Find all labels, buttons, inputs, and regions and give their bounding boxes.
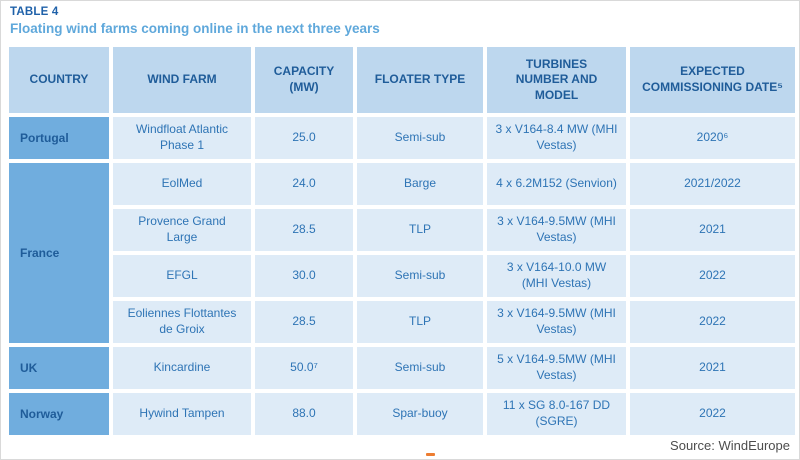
cell-date: 2022 (630, 255, 795, 297)
table-caption: TABLE 4 Floating wind farms coming onlin… (1, 1, 799, 36)
table-row-portugal: Portugal Windfloat Atlantic Phase 1 25.0… (9, 117, 795, 159)
cell-wind-farm: Hywind Tampen (113, 393, 251, 435)
cell-capacity: 24.0 (255, 163, 353, 205)
cell-country-norway: Norway (9, 393, 109, 435)
cell-turbines: 11 x SG 8.0-167 DD (SGRE) (487, 393, 626, 435)
cell-date: 2021 (630, 347, 795, 389)
cell-date: 2022 (630, 393, 795, 435)
table-header-row: COUNTRY WIND FARM CAPACITY (MW) FLOATER … (9, 47, 795, 113)
cell-wind-farm: EFGL (113, 255, 251, 297)
cell-capacity: 25.0 (255, 117, 353, 159)
table-row-france-1: France EolMed 24.0 Barge 4 x 6.2M152 (Se… (9, 163, 795, 343)
cell-floater-type: Spar-buoy (357, 393, 483, 435)
cell-capacity: 30.0 (255, 255, 353, 297)
cell-date: 2021/2022 (630, 163, 795, 205)
cell-date: 2022 (630, 301, 795, 343)
cell-country-uk: UK (9, 347, 109, 389)
cropped-orange-artifact (426, 453, 435, 456)
column-header-turbines: TURBINES NUMBER AND MODEL (487, 47, 626, 113)
cell-turbines: 4 x 6.2M152 (Senvion) (487, 163, 626, 205)
cell-capacity: 50.0⁷ (255, 347, 353, 389)
cell-date: 2021 (630, 209, 795, 251)
source-attribution: Source: WindEurope (670, 438, 790, 453)
table-row-uk: UK Kincardine 50.0⁷ Semi-sub 5 x V164-9.… (9, 347, 795, 389)
cell-capacity: 28.5 (255, 301, 353, 343)
cell-floater-type: TLP (357, 209, 483, 251)
column-header-commissioning-date: EXPECTED COMMISSIONING DATE⁵ (630, 47, 795, 113)
table-title: Floating wind farms coming online in the… (10, 21, 380, 36)
cell-turbines: 3 x V164-9.5MW (MHI Vestas) (487, 301, 626, 343)
table-row-france-2: Provence Grand Large 28.5 TLP 3 x V164-9… (9, 209, 795, 251)
cell-date: 2020⁶ (630, 117, 795, 159)
cell-country-portugal: Portugal (9, 117, 109, 159)
column-header-floater-type: FLOATER TYPE (357, 47, 483, 113)
cell-wind-farm: Provence Grand Large (113, 209, 251, 251)
cell-wind-farm: Windfloat Atlantic Phase 1 (113, 117, 251, 159)
table-row-france-3: EFGL 30.0 Semi-sub 3 x V164-10.0 MW (MHI… (9, 255, 795, 297)
cell-wind-farm: Eoliennes Flottantes de Groix (113, 301, 251, 343)
cell-floater-type: Semi-sub (357, 255, 483, 297)
cell-turbines: 3 x V164-10.0 MW (MHI Vestas) (487, 255, 626, 297)
table-row-france-4: Eoliennes Flottantes de Groix 28.5 TLP 3… (9, 301, 795, 343)
cell-floater-type: Semi-sub (357, 117, 483, 159)
cell-floater-type: Semi-sub (357, 347, 483, 389)
table-row-norway: Norway Hywind Tampen 88.0 Spar-buoy 11 x… (9, 393, 795, 435)
cell-floater-type: TLP (357, 301, 483, 343)
cell-turbines: 5 x V164-9.5MW (MHI Vestas) (487, 347, 626, 389)
cell-turbines: 3 x V164-8.4 MW (MHI Vestas) (487, 117, 626, 159)
cell-capacity: 28.5 (255, 209, 353, 251)
cell-wind-farm: EolMed (113, 163, 251, 205)
column-header-wind-farm: WIND FARM (113, 47, 251, 113)
column-header-country: COUNTRY (9, 47, 109, 113)
wind-farms-table: COUNTRY WIND FARM CAPACITY (MW) FLOATER … (5, 43, 799, 439)
cell-turbines: 3 x V164-9.5MW (MHI Vestas) (487, 209, 626, 251)
table-number-label: TABLE 4 (10, 6, 59, 18)
cell-wind-farm: Kincardine (113, 347, 251, 389)
cell-capacity: 88.0 (255, 393, 353, 435)
cell-floater-type: Barge (357, 163, 483, 205)
cell-country-france: France (9, 163, 109, 343)
column-header-capacity: CAPACITY (MW) (255, 47, 353, 113)
